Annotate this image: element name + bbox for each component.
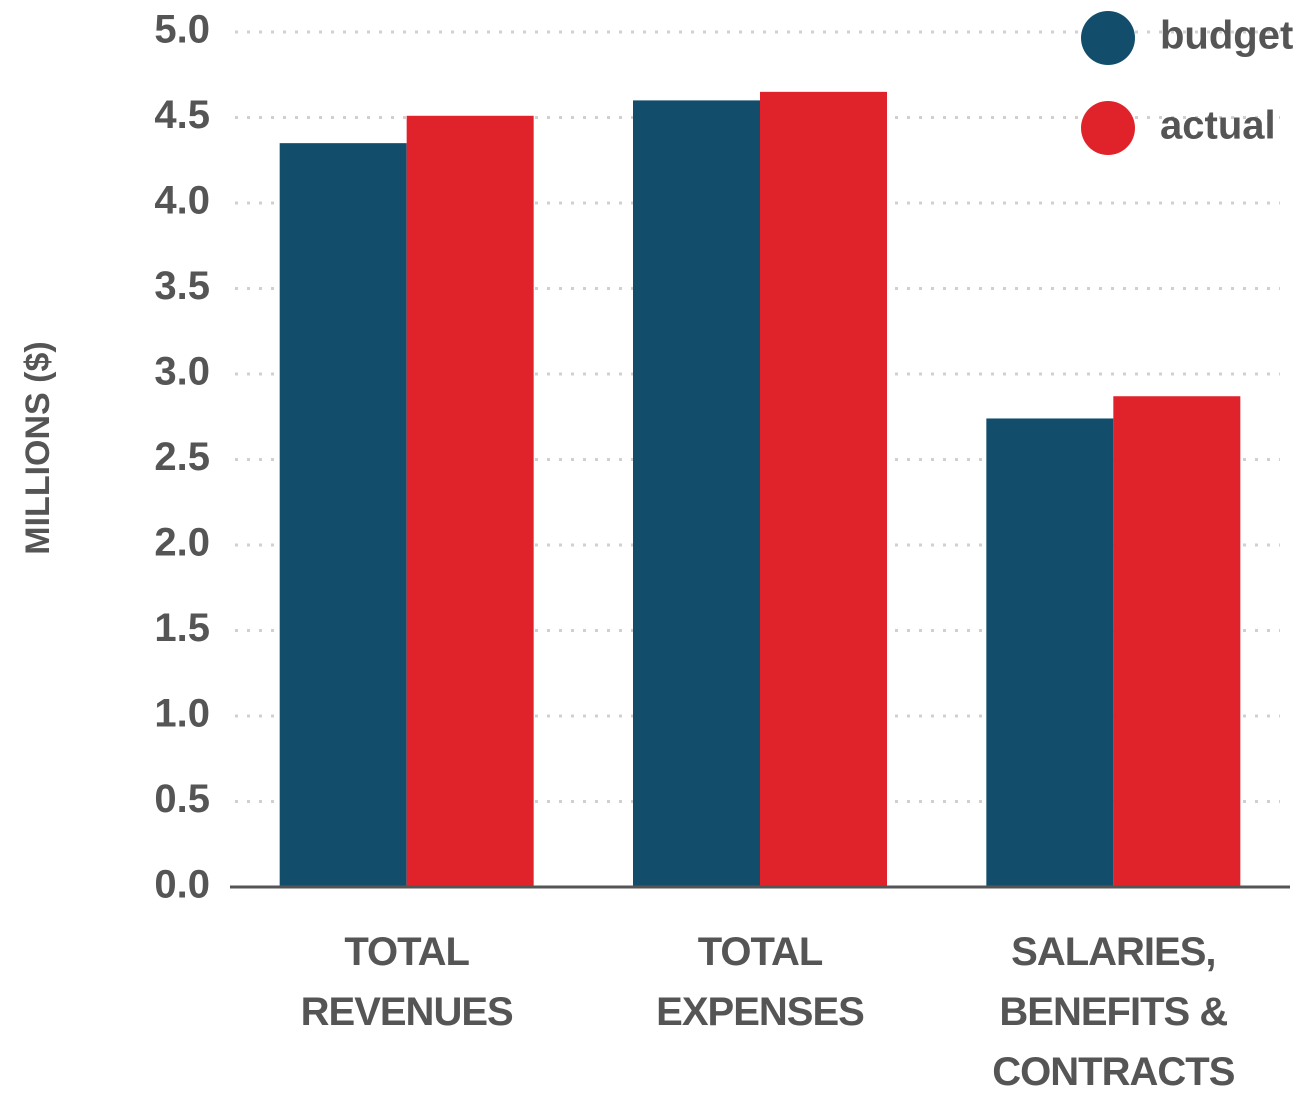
x-tick-label: TOTAL EXPENSES — [656, 930, 865, 1034]
legend-label: budget — [1160, 14, 1293, 58]
y-axis-label: MILLIONS ($) — [19, 341, 57, 554]
bar — [1113, 396, 1241, 887]
y-tick-label: 0.0 — [154, 863, 210, 907]
bar — [406, 115, 534, 888]
y-tick-label: 4.0 — [154, 179, 210, 223]
y-tick-label: 1.0 — [154, 692, 210, 736]
y-tick-label: 3.5 — [154, 264, 210, 308]
x-tick-label: SALARIES, BENEFITS & CONTRACTS — [992, 930, 1235, 1094]
x-tick-label: TOTAL REVENUES — [300, 930, 514, 1034]
legend-swatch — [1081, 11, 1135, 65]
y-tick-label: 2.5 — [154, 435, 210, 479]
y-tick-label: 5.0 — [154, 8, 210, 52]
bar — [986, 418, 1114, 887]
legend-swatch — [1081, 101, 1135, 155]
y-tick-label: 3.0 — [154, 350, 210, 394]
bar — [279, 143, 407, 887]
y-tick-label: 1.5 — [154, 606, 210, 650]
legend-label: actual — [1160, 104, 1276, 148]
bar — [633, 100, 760, 887]
y-tick-label: 2.0 — [154, 521, 210, 565]
y-tick-label: 4.5 — [154, 93, 210, 137]
bar — [760, 91, 887, 888]
y-tick-label: 0.5 — [154, 777, 210, 821]
